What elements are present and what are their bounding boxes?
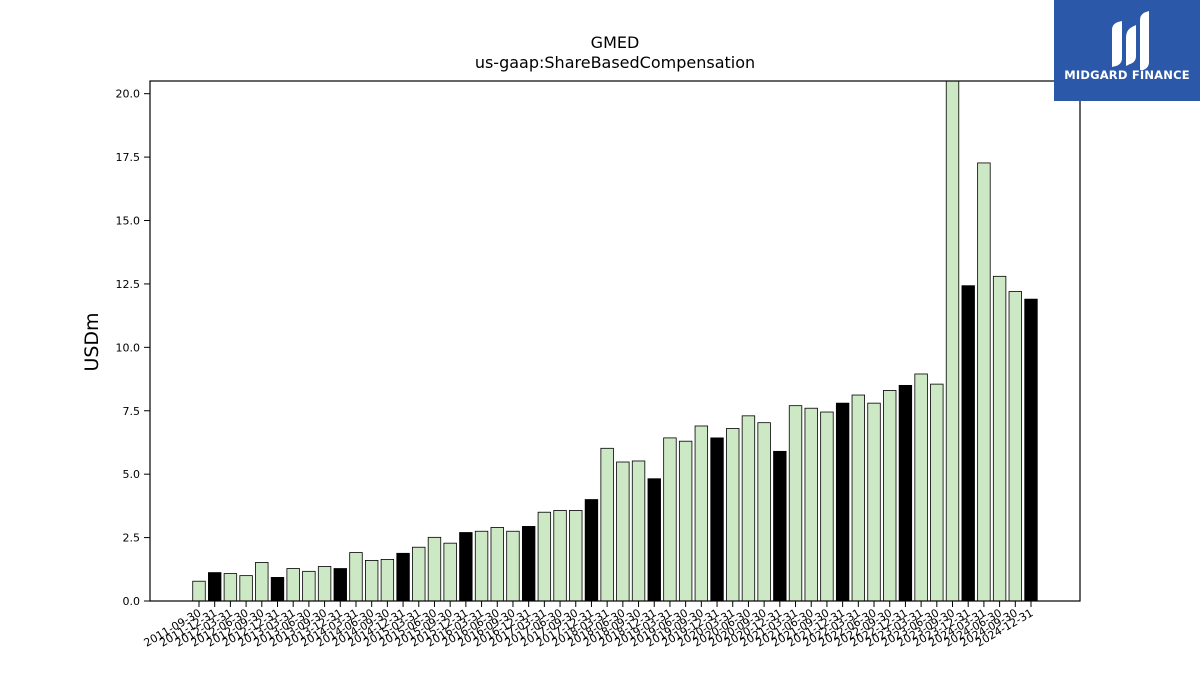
bar-2015-03-31 bbox=[412, 546, 426, 602]
bar-2019-06-30 bbox=[678, 440, 693, 602]
bar-2019-09-30 bbox=[694, 425, 709, 602]
bar-2016-03-31 bbox=[474, 530, 489, 602]
midgard-logo-icon bbox=[1112, 11, 1149, 70]
bar-2020-03-31 bbox=[726, 428, 740, 602]
bar-2013-12-31 bbox=[333, 568, 347, 602]
bar-2014-06-30 bbox=[364, 560, 379, 602]
y-tick-label: 17.5 bbox=[116, 151, 141, 164]
bar-2011-12-31 bbox=[208, 572, 222, 602]
y-axis: 0.0 2.5 5.0 7.5 10.0 12.5 15.0 17.5 20.0 bbox=[116, 88, 150, 608]
y-tick-label: 2.5 bbox=[123, 532, 141, 545]
brand-logo: MIDGARD FINANCE bbox=[1054, 0, 1200, 101]
bar-2019-03-31 bbox=[663, 437, 677, 602]
bar-2017-12-31 bbox=[584, 499, 599, 602]
bar-2023-06-30 bbox=[930, 383, 944, 602]
bar-2013-09-30 bbox=[317, 566, 332, 602]
y-tick-label: 7.5 bbox=[123, 405, 141, 418]
bar-2017-09-30 bbox=[569, 510, 583, 602]
bar-2024-03-31 bbox=[977, 162, 991, 602]
bar-2017-06-30 bbox=[553, 510, 567, 602]
bar-2013-03-31 bbox=[286, 568, 300, 602]
bar-2021-06-30 bbox=[804, 407, 818, 602]
bar-2021-03-31 bbox=[788, 405, 803, 602]
chart-title: GMED bbox=[591, 33, 640, 52]
bar-2021-12-31 bbox=[835, 402, 850, 602]
bar-2024-09-30 bbox=[1008, 291, 1022, 602]
bar-2022-06-30 bbox=[867, 402, 881, 602]
bar-2015-06-30 bbox=[427, 536, 442, 602]
y-tick-label: 15.0 bbox=[116, 215, 141, 228]
plot-frame bbox=[149, 80, 1081, 602]
bar-2016-09-30 bbox=[506, 530, 520, 602]
bar-2020-09-30 bbox=[757, 422, 771, 602]
bar-2015-12-31 bbox=[459, 532, 473, 602]
bar-2013-06-30 bbox=[302, 570, 316, 602]
y-tick-label: 12.5 bbox=[116, 278, 141, 291]
bar-2014-12-31 bbox=[396, 552, 410, 602]
bar-2023-03-31 bbox=[914, 373, 928, 602]
bar-2012-09-30 bbox=[255, 562, 269, 602]
bar-2018-03-31 bbox=[600, 447, 614, 602]
bar-2020-06-30 bbox=[741, 415, 756, 602]
y-tick-label: 20.0 bbox=[116, 88, 141, 101]
y-tick-label: 0.0 bbox=[123, 595, 141, 608]
y-axis-label: USDm bbox=[81, 312, 103, 371]
bar-2022-12-31 bbox=[898, 384, 913, 602]
bar-2023-12-31 bbox=[961, 285, 975, 602]
y-tick-label: 5.0 bbox=[123, 468, 141, 481]
bar-2024-12-31 bbox=[1024, 298, 1038, 602]
bar-2024-06-30 bbox=[992, 275, 1007, 602]
bar-2018-12-31 bbox=[647, 478, 661, 602]
bar-2016-12-31 bbox=[521, 526, 536, 602]
bar-2014-09-30 bbox=[380, 559, 395, 602]
bar-2012-03-31 bbox=[223, 573, 238, 602]
brand-name: MIDGARD FINANCE bbox=[1064, 68, 1190, 82]
bar-2017-03-31 bbox=[537, 511, 552, 602]
bar-2022-09-30 bbox=[883, 390, 897, 602]
chart-subtitle: us-gaap:ShareBasedCompensation bbox=[475, 53, 755, 72]
bar-2018-06-30 bbox=[616, 461, 630, 602]
bars-group bbox=[192, 80, 1038, 602]
bar-2014-03-31 bbox=[349, 552, 363, 602]
y-tick-label: 10.0 bbox=[116, 341, 141, 354]
x-axis: 2011-09-302011-12-312012-03-312012-06-30… bbox=[142, 601, 1036, 650]
bar-2018-09-30 bbox=[631, 460, 646, 602]
bar-2019-12-31 bbox=[710, 437, 724, 602]
bar-2011-09-30 bbox=[192, 580, 206, 602]
bar-2012-12-31 bbox=[270, 577, 285, 602]
bar-2022-03-31 bbox=[851, 394, 865, 602]
bar-2012-06-30 bbox=[239, 575, 253, 602]
bar-2016-06-30 bbox=[490, 527, 504, 602]
bar-2021-09-30 bbox=[820, 411, 834, 602]
bar-2015-09-30 bbox=[443, 542, 457, 602]
bar-2023-09-30 bbox=[945, 80, 960, 602]
bar-2020-12-31 bbox=[773, 450, 787, 602]
